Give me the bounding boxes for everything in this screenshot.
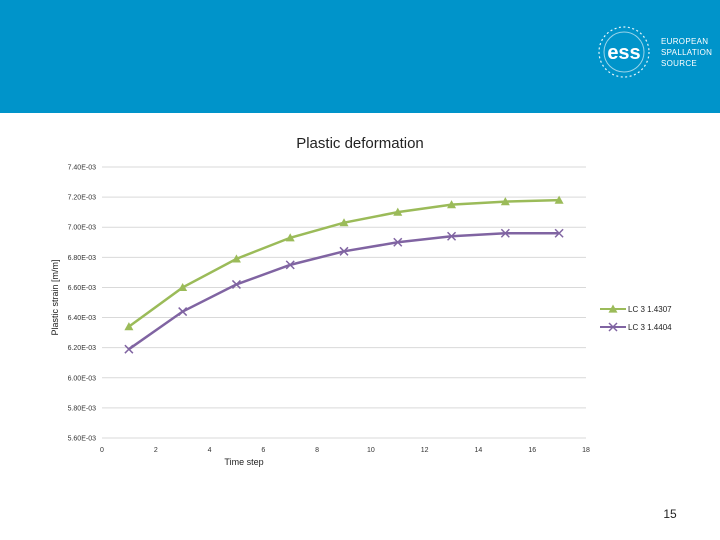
series-1-point (178, 282, 188, 292)
x-axis-title: Time step (224, 457, 263, 467)
y-tick-label: 6.80E-03 (68, 255, 97, 262)
legend-label-2: LC 3 1.4404 (628, 323, 672, 332)
series-1-point (231, 254, 241, 263)
series-2-point (500, 228, 510, 238)
logo-line-3: SOURCE (661, 59, 698, 68)
series-2-point (339, 246, 349, 256)
x-tick-label: 18 (582, 447, 590, 454)
y-tick-label: 6.60E-03 (68, 285, 97, 292)
legend-marker-1 (608, 304, 618, 313)
series-2-point (231, 279, 241, 289)
series-2-point (124, 344, 134, 354)
y-tick-label: 7.00E-03 (68, 225, 97, 232)
chart-title: Plastic deformation (296, 135, 424, 152)
x-tick-label: 12 (421, 447, 429, 454)
series-2-point (178, 307, 188, 317)
y-tick-label: 6.20E-03 (68, 345, 97, 352)
series-1-point (554, 195, 564, 204)
legend-marker-2 (608, 322, 618, 332)
y-tick-label: 7.20E-03 (68, 195, 97, 202)
series-2-point (554, 228, 564, 238)
logo-line-2: SPALLATION (661, 48, 713, 57)
logo-line-1: EUROPEAN (661, 37, 709, 46)
x-tick-label: 14 (475, 447, 483, 454)
y-tick-label: 5.80E-03 (68, 405, 97, 412)
x-tick-label: 4 (208, 447, 212, 454)
series-1-point (500, 197, 510, 206)
y-axis-title: Plastic strain [m/m] (50, 259, 60, 335)
series-1-point (447, 200, 457, 209)
y-tick-label: 6.00E-03 (68, 375, 97, 382)
page-number: 15 (663, 507, 677, 521)
x-tick-label: 10 (367, 447, 375, 454)
series-2-point (285, 260, 295, 270)
x-tick-label: 0 (100, 447, 104, 454)
logo-wordmark: EUROPEAN SPALLATION SOURCE (661, 36, 712, 69)
legend-label-1: LC 3 1.4307 (628, 305, 672, 314)
x-tick-label: 6 (261, 447, 265, 454)
series-1-point (124, 322, 134, 331)
x-tick-label: 8 (315, 447, 319, 454)
y-tick-label: 5.60E-03 (68, 436, 97, 443)
x-tick-label: 16 (528, 447, 536, 454)
series-1-point (393, 207, 403, 216)
series-1-point (339, 218, 349, 227)
series-2-point (393, 237, 403, 247)
ess-logo-icon: ess (598, 26, 650, 78)
y-tick-label: 7.40E-03 (68, 165, 97, 172)
series-2-point (447, 231, 457, 241)
x-tick-label: 2 (154, 447, 158, 454)
series-1-point (285, 233, 295, 242)
logo-mark: ess (607, 42, 640, 64)
y-tick-label: 6.40E-03 (68, 315, 97, 322)
